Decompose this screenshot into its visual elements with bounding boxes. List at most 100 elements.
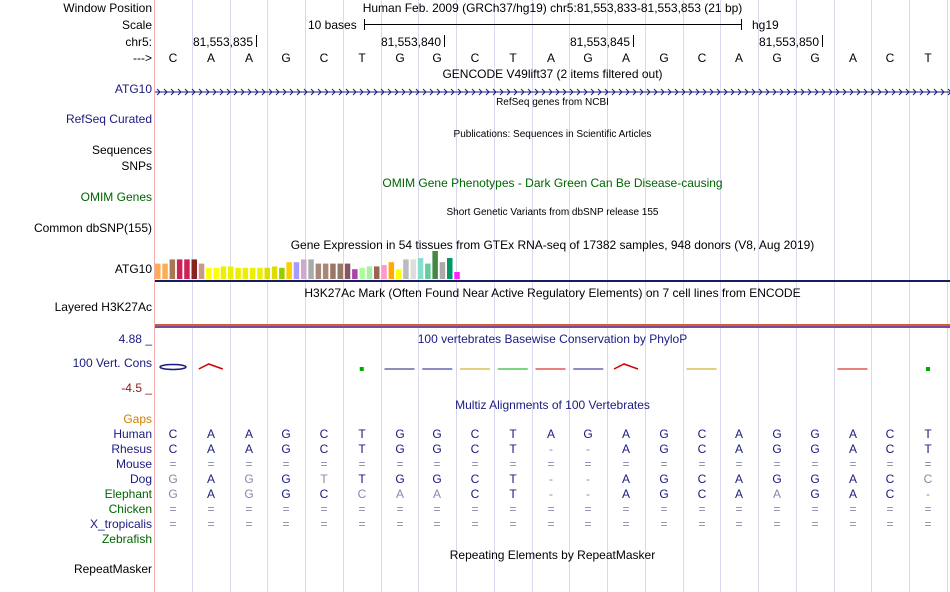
strand-arrow	[527, 88, 532, 96]
strand-arrow	[268, 88, 273, 96]
strand-arrow	[842, 88, 847, 96]
gtex-tissue-bar	[184, 259, 190, 279]
gtex-tissue-bar	[228, 266, 234, 279]
gtex-tissue-bar	[206, 267, 212, 279]
gtex-tissue-bar	[359, 267, 365, 279]
alignment-base: C	[885, 487, 895, 501]
refseq-curated-label[interactable]: RefSeq Curated	[65, 112, 152, 126]
strand-arrow	[835, 88, 840, 96]
strand-arrow	[233, 88, 238, 96]
strand-arrow	[597, 88, 602, 96]
species-label[interactable]: Zebrafish	[101, 532, 152, 546]
alignment-base: =	[811, 502, 819, 516]
strand-arrow	[471, 88, 476, 96]
repeatmasker-label[interactable]: RepeatMasker	[73, 562, 152, 576]
grid-line	[569, 0, 570, 592]
strand-arrow	[457, 88, 462, 96]
alignment-base: A	[848, 442, 857, 456]
grid-line	[720, 0, 721, 592]
strand-arrow	[891, 88, 896, 96]
alignment-base: G	[810, 472, 820, 486]
publications-snps-label[interactable]: SNPs	[121, 159, 152, 173]
strand-arrow	[296, 88, 301, 96]
conservation-label[interactable]: 100 Vert. Cons	[72, 356, 152, 370]
species-label[interactable]: Chicken	[108, 502, 152, 516]
alignment-base: C	[357, 487, 367, 501]
alignment-base: C	[168, 442, 178, 456]
species-label[interactable]: X_tropicalis	[89, 517, 152, 531]
strand-arrow	[191, 88, 196, 96]
alignment-base: G	[244, 487, 254, 501]
alignment-base: A	[206, 442, 215, 456]
gencode-gene-label[interactable]: ATG10	[114, 82, 152, 96]
alignment-base: G	[810, 427, 820, 441]
species-label[interactable]: Dog	[129, 472, 152, 486]
gtex-tissue-bar	[213, 267, 219, 279]
strand-arrow	[226, 88, 231, 96]
dbsnp-label[interactable]: Common dbSNP(155)	[33, 221, 152, 235]
strand-arrow	[219, 88, 224, 96]
gtex-tissue-bar	[235, 267, 241, 279]
h3k27ac-signal-bottom	[155, 326, 950, 328]
alignment-base: -	[549, 442, 553, 456]
gtex-tissue-bar	[155, 263, 161, 279]
gtex-tissue-bar	[417, 258, 424, 279]
strand-arrow	[821, 88, 826, 96]
alignment-base: -	[926, 487, 930, 501]
alignment-base: =	[207, 457, 215, 471]
alignment-base: -	[549, 472, 553, 486]
position-tick-label: 81,553,835	[192, 35, 253, 49]
gtex-tissue-bar	[395, 269, 402, 279]
alignment-base: =	[207, 502, 215, 516]
gencode-gene-feature[interactable]	[155, 85, 950, 96]
strand-arrow	[373, 88, 378, 96]
species-label[interactable]: Elephant	[104, 487, 152, 501]
grid-line	[192, 0, 193, 592]
gtex-gene-label[interactable]: ATG10	[114, 262, 152, 276]
sequence-base: C	[168, 51, 178, 65]
h3k27ac-label[interactable]: Layered H3K27Ac	[54, 300, 152, 314]
species-label[interactable]: Rhesus	[111, 442, 152, 456]
grid-line	[834, 0, 835, 592]
sequence-base: A	[848, 51, 857, 65]
species-label[interactable]: Human	[113, 427, 152, 441]
alignment-base: A	[734, 442, 743, 456]
scale-db-label: hg19	[752, 18, 779, 32]
alignment-base: C	[885, 472, 895, 486]
strand-arrow	[933, 88, 938, 96]
alignment-base: =	[924, 502, 932, 516]
gtex-tissue-bar	[447, 258, 453, 279]
alignment-base: C	[319, 487, 329, 501]
strand-arrow	[849, 88, 854, 96]
omim-genes-label[interactable]: OMIM Genes	[80, 190, 152, 204]
alignment-base: =	[886, 502, 894, 516]
strand-arrow	[723, 88, 728, 96]
gtex-tissue-bar	[403, 259, 409, 279]
alignment-base: =	[282, 517, 290, 531]
strand-arrow	[758, 88, 763, 96]
publications-sequences-label[interactable]: Sequences	[91, 143, 152, 157]
strand-arrow	[436, 88, 441, 96]
conservation-mark	[926, 367, 930, 371]
conservation-logo-area[interactable]	[155, 360, 950, 378]
gtex-tissue-bar	[279, 267, 285, 279]
species-label[interactable]: Mouse	[115, 457, 152, 471]
strand-arrow	[520, 88, 525, 96]
alignment-base: =	[584, 517, 592, 531]
strand-arrow	[317, 88, 322, 96]
gtex-tissue-bar	[330, 263, 336, 279]
alignment-base: C	[697, 472, 707, 486]
gtex-tissue-bar	[176, 259, 183, 279]
alignment-base: =	[773, 502, 781, 516]
gtex-bar-area[interactable]	[155, 251, 950, 279]
assembly-position-title[interactable]: Human Feb. 2009 (GRCh37/hg19) chr5:81,55…	[362, 1, 743, 15]
alignment-base: =	[433, 502, 441, 516]
alignment-base: G	[432, 442, 442, 456]
grid-line	[381, 0, 382, 592]
sequence-base: G	[281, 51, 291, 65]
gtex-tissue-bar	[257, 267, 263, 279]
strand-arrow	[205, 88, 210, 96]
sequence-base: A	[244, 51, 253, 65]
strand-arrow	[940, 88, 945, 96]
position-tick	[444, 35, 445, 47]
